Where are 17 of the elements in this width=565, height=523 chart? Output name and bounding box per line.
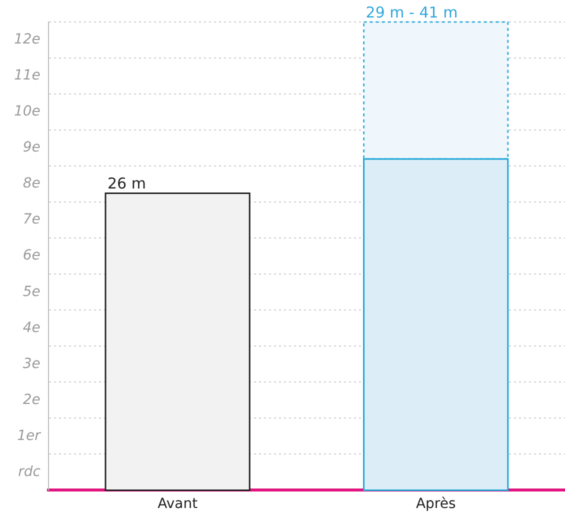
y2-tick-label: 9e	[22, 140, 40, 156]
data-label: 26 m	[108, 174, 146, 193]
y2-tick-label: 12e	[14, 32, 40, 48]
y2-tick-label: 5e	[22, 284, 40, 300]
y2-tick-label: 6e	[22, 248, 40, 264]
annotation: 29 m - 41 m	[366, 3, 458, 22]
y2-tick-label: 10e	[14, 104, 40, 120]
y2-tick-label: 8e	[22, 176, 40, 192]
x-tick-label: Avant	[158, 496, 198, 512]
x-tick-label: Après	[416, 496, 456, 512]
y2-tick-label: 7e	[22, 212, 40, 228]
y2-tick-label: 3e	[22, 356, 40, 372]
y2-tick-label: 4e	[22, 320, 40, 336]
y2-tick-label: rdc	[18, 464, 41, 480]
y2-tick-label: 2e	[22, 392, 40, 408]
y2-tick-label: 1er	[17, 428, 42, 444]
y2-tick-label: 11e	[14, 68, 40, 84]
